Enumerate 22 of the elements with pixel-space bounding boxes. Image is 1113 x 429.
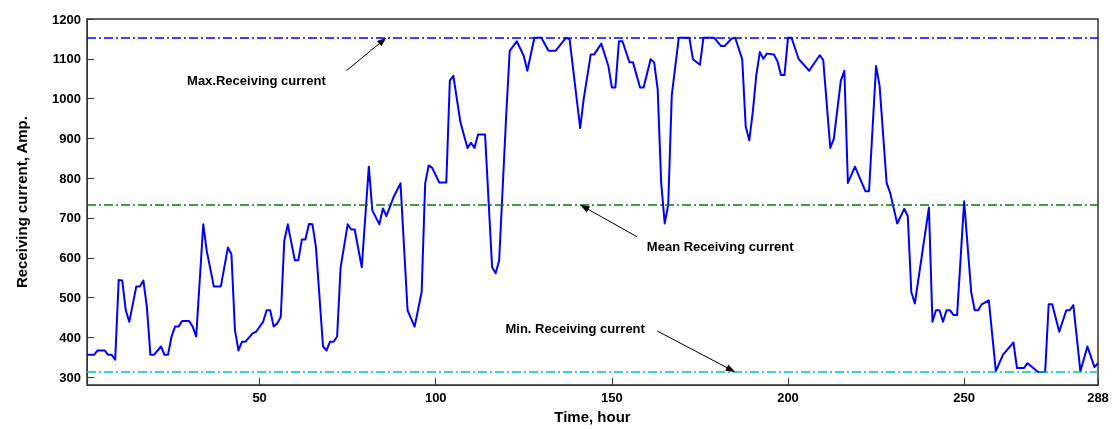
x-axis-title: Time, hour bbox=[554, 408, 631, 425]
y-tick-label: 500 bbox=[59, 290, 81, 306]
y-tick-label: 600 bbox=[59, 250, 81, 266]
x-tick-label: 288 bbox=[1087, 390, 1109, 406]
x-tick-label: 50 bbox=[252, 390, 267, 406]
y-tick-label: 1100 bbox=[52, 51, 81, 67]
y-axis-title: Receiving current, Amp. bbox=[13, 116, 30, 289]
x-tick-label: 200 bbox=[777, 390, 799, 406]
y-tick-label: 800 bbox=[59, 170, 81, 186]
x-tick-label: 100 bbox=[424, 390, 447, 406]
y-tick-label: 900 bbox=[59, 130, 81, 146]
x-tick-label: 150 bbox=[601, 390, 623, 406]
y-tick-label: 400 bbox=[59, 329, 81, 345]
x-tick-label: 250 bbox=[953, 390, 975, 406]
ref-line-label: Max.Receiving current bbox=[187, 73, 327, 89]
line-series bbox=[86, 36, 1099, 373]
ref-line-label: Mean Receiving current bbox=[646, 239, 795, 255]
y-tick-label: 300 bbox=[59, 369, 81, 385]
y-tick-label: 1200 bbox=[52, 11, 81, 27]
y-tick-label: 700 bbox=[59, 210, 81, 226]
y-tick-label: 1000 bbox=[52, 91, 81, 107]
ref-line-label: Min. Receiving current bbox=[505, 321, 646, 337]
